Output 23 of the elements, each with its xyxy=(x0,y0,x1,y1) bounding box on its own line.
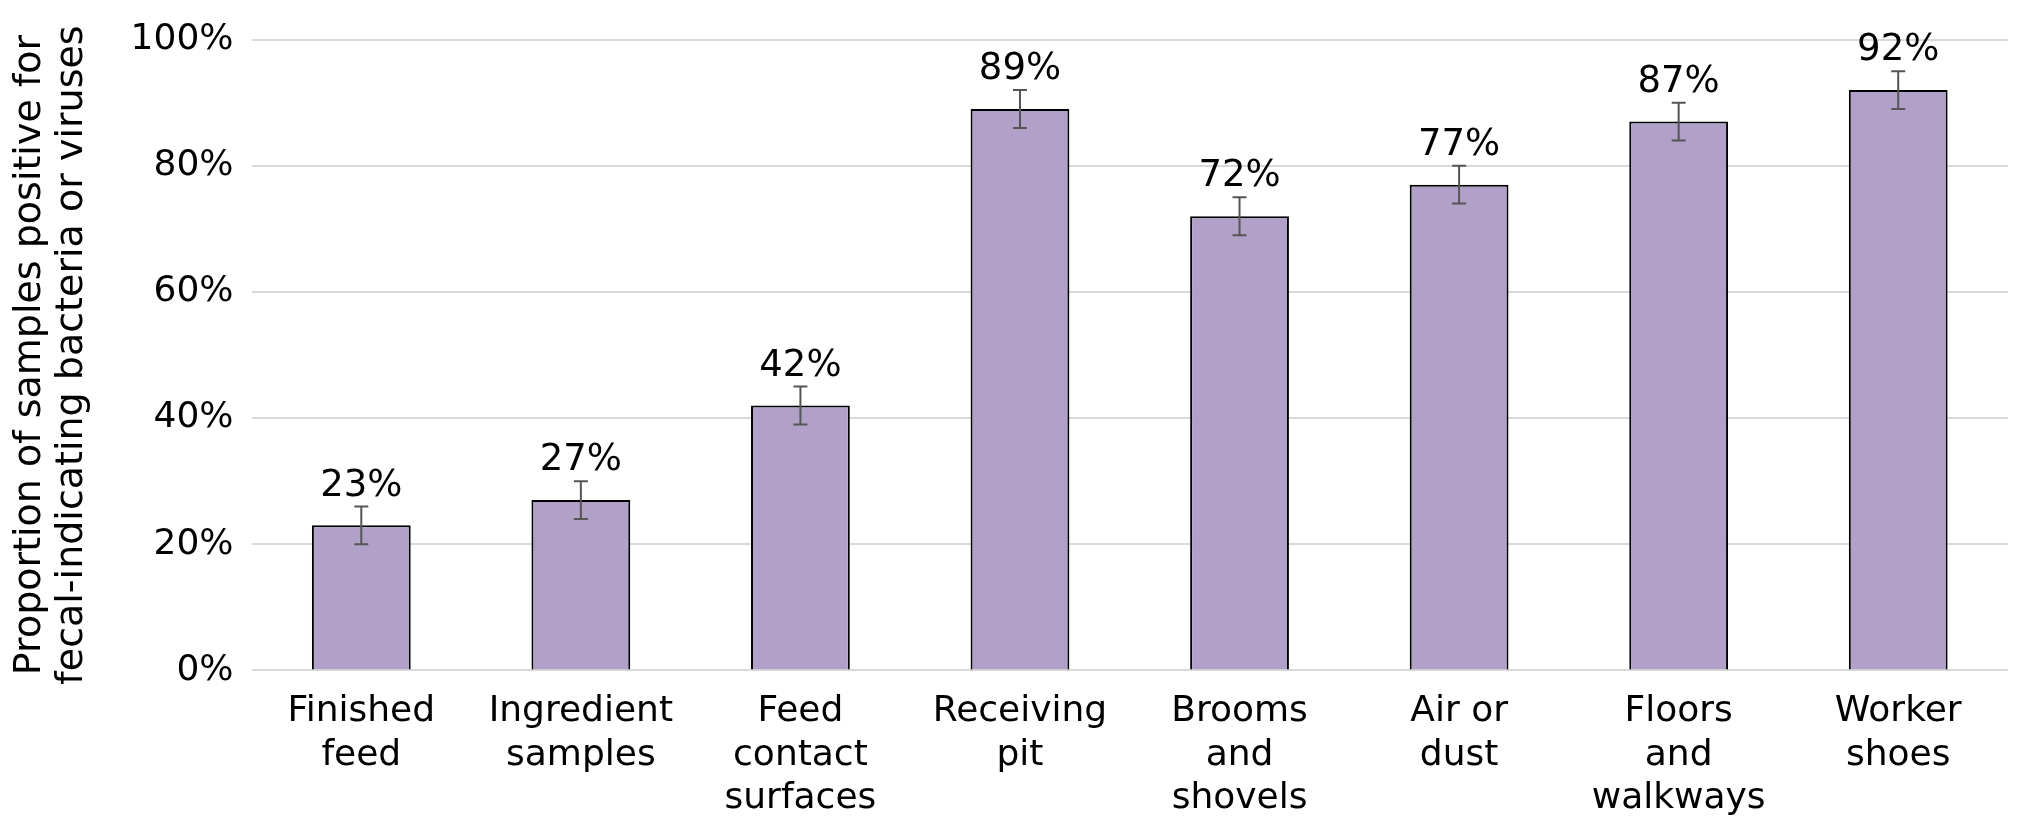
x-tick-label: Ingredient samples xyxy=(488,688,674,773)
y-tick-label: 40% xyxy=(153,394,234,436)
y-tick-label: 20% xyxy=(153,520,234,562)
data-label: 92% xyxy=(1857,26,1940,70)
x-tick-label: Finished feed xyxy=(287,688,436,773)
data-label: 77% xyxy=(1417,120,1501,164)
x-tick-label: Receiving pit xyxy=(932,688,1108,773)
y-tick-label: 60% xyxy=(153,268,234,310)
data-label: 23% xyxy=(320,461,403,505)
y-tick-label: 100% xyxy=(130,15,234,57)
data-label: 87% xyxy=(1637,57,1720,101)
data-label: 89% xyxy=(978,45,1062,89)
data-label: 42% xyxy=(759,341,842,385)
x-tick-label: Brooms and shovels xyxy=(1171,688,1308,816)
data-label: 72% xyxy=(1198,152,1281,196)
x-tick-label: Feed contact surfaces xyxy=(724,688,877,816)
y-tick-label: 0% xyxy=(176,646,234,688)
x-tick-label: Air or dust xyxy=(1410,688,1509,773)
x-tick-label: Worker shoes xyxy=(1834,688,1962,773)
data-label: 27% xyxy=(539,436,622,480)
y-tick-label: 80% xyxy=(153,142,234,184)
x-tick-label: Floors and walkways xyxy=(1591,688,1766,816)
y-axis-title: Proportion of samples positive for fecal-indicating bacteria or viruses xyxy=(4,25,91,685)
